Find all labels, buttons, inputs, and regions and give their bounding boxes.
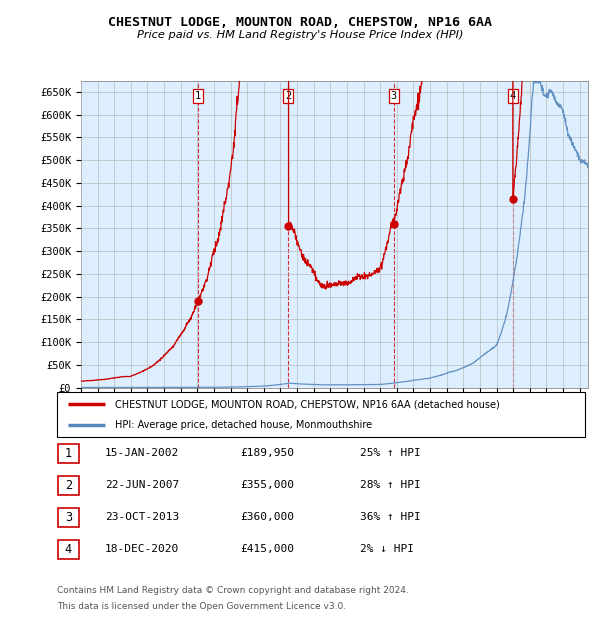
Text: 4: 4 bbox=[509, 91, 515, 101]
Text: 3: 3 bbox=[391, 91, 397, 101]
Text: 4: 4 bbox=[65, 544, 72, 556]
Text: 18-DEC-2020: 18-DEC-2020 bbox=[105, 544, 179, 554]
Text: 15-JAN-2002: 15-JAN-2002 bbox=[105, 448, 179, 458]
Text: £189,950: £189,950 bbox=[240, 448, 294, 458]
Text: 3: 3 bbox=[65, 512, 72, 524]
Text: 22-JUN-2007: 22-JUN-2007 bbox=[105, 480, 179, 490]
Text: £355,000: £355,000 bbox=[240, 480, 294, 490]
Text: 25% ↑ HPI: 25% ↑ HPI bbox=[360, 448, 421, 458]
Text: £360,000: £360,000 bbox=[240, 512, 294, 522]
Text: 23-OCT-2013: 23-OCT-2013 bbox=[105, 512, 179, 522]
Text: This data is licensed under the Open Government Licence v3.0.: This data is licensed under the Open Gov… bbox=[57, 602, 346, 611]
Text: £415,000: £415,000 bbox=[240, 544, 294, 554]
Text: Price paid vs. HM Land Registry's House Price Index (HPI): Price paid vs. HM Land Registry's House … bbox=[137, 30, 463, 40]
Text: CHESTNUT LODGE, MOUNTON ROAD, CHEPSTOW, NP16 6AA (detached house): CHESTNUT LODGE, MOUNTON ROAD, CHEPSTOW, … bbox=[115, 399, 500, 409]
Text: HPI: Average price, detached house, Monmouthshire: HPI: Average price, detached house, Monm… bbox=[115, 420, 372, 430]
Text: 1: 1 bbox=[195, 91, 201, 101]
Text: CHESTNUT LODGE, MOUNTON ROAD, CHEPSTOW, NP16 6AA: CHESTNUT LODGE, MOUNTON ROAD, CHEPSTOW, … bbox=[108, 16, 492, 29]
Text: 2: 2 bbox=[285, 91, 292, 101]
Text: 2: 2 bbox=[65, 479, 72, 492]
Text: 1: 1 bbox=[65, 447, 72, 459]
Text: 28% ↑ HPI: 28% ↑ HPI bbox=[360, 480, 421, 490]
Text: 36% ↑ HPI: 36% ↑ HPI bbox=[360, 512, 421, 522]
Text: 2% ↓ HPI: 2% ↓ HPI bbox=[360, 544, 414, 554]
Text: Contains HM Land Registry data © Crown copyright and database right 2024.: Contains HM Land Registry data © Crown c… bbox=[57, 586, 409, 595]
